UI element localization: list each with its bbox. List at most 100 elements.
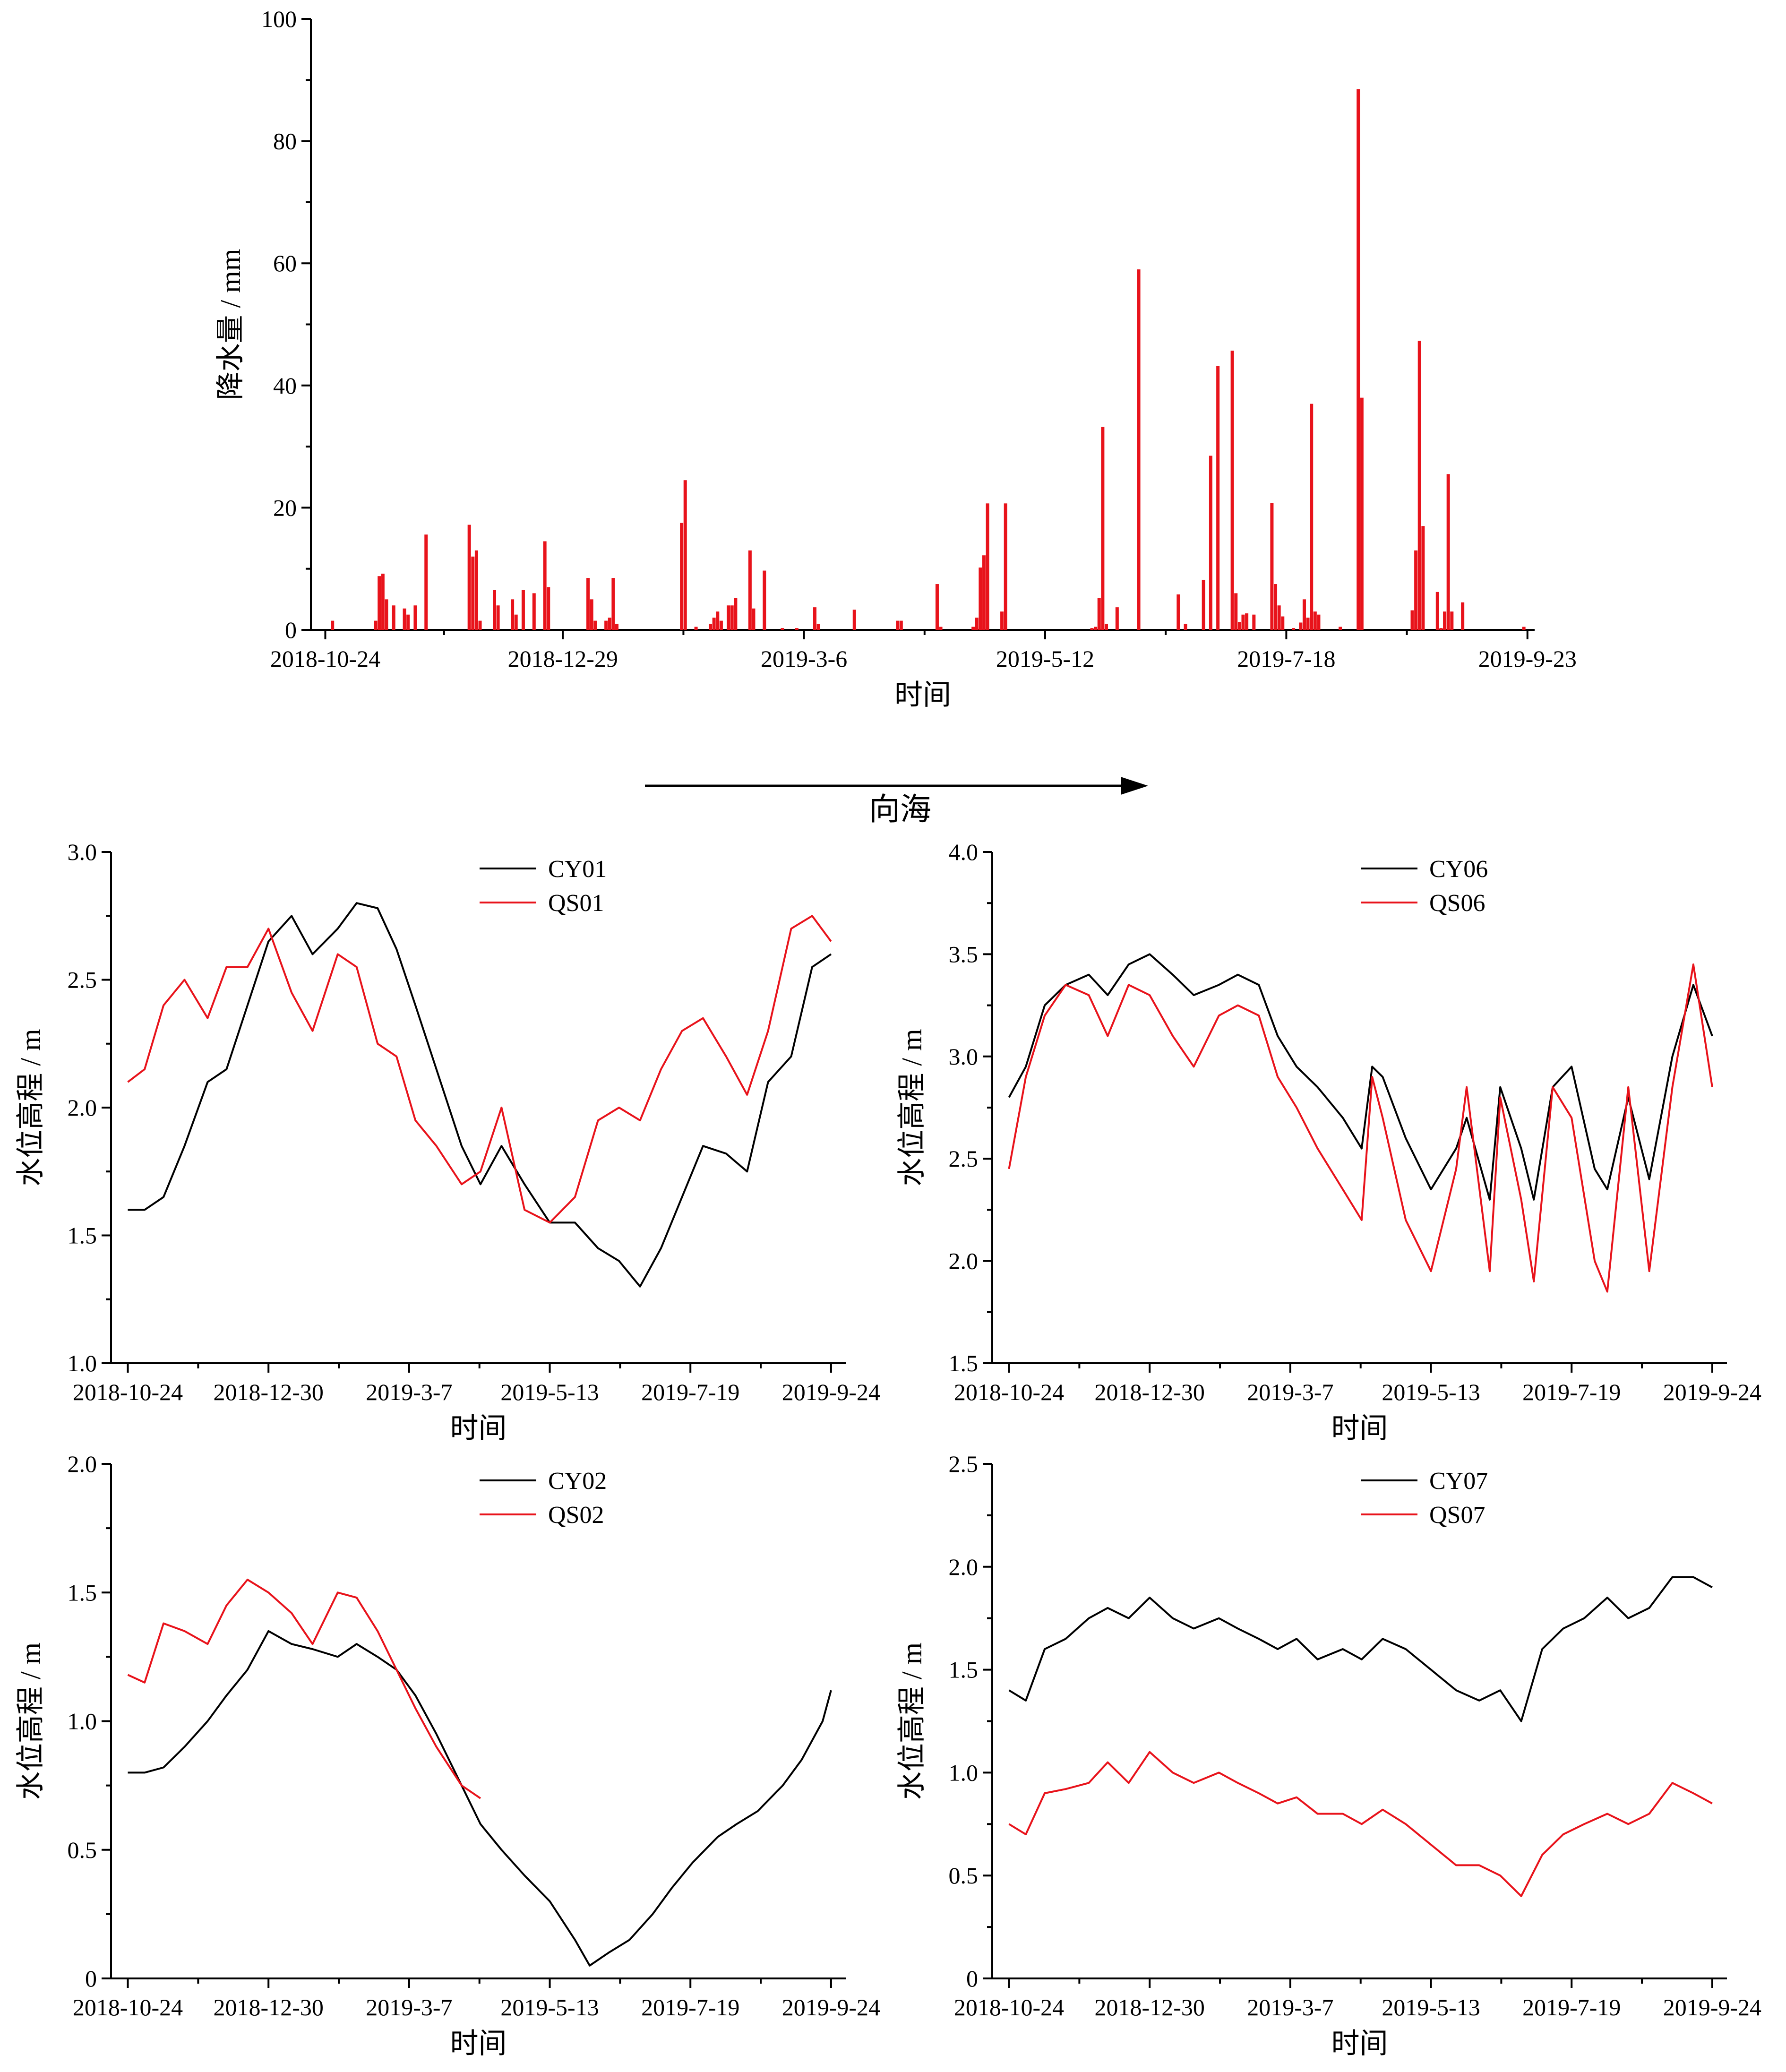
series-line-CY01 [128, 902, 832, 1288]
x-tick-label: 2018-12-30 [214, 1994, 324, 2020]
y-axis-title: 降水量 / mm [215, 249, 246, 400]
rain-bar [1101, 427, 1105, 630]
rain-bar [1277, 605, 1281, 630]
x-tick-label: 2019-9-24 [1663, 1379, 1761, 1405]
rain-bar [514, 614, 518, 630]
rain-bar [474, 550, 478, 630]
rain-bar [381, 574, 385, 630]
y-tick-label: 0.5 [949, 1862, 979, 1889]
rain-bar [1357, 89, 1360, 630]
y-tick-label: 40 [273, 372, 297, 399]
rain-bar [511, 599, 515, 630]
series-line-QS01 [127, 915, 832, 1224]
rain-bar [680, 523, 684, 630]
y-tick-label: 2.0 [68, 1094, 97, 1121]
y-tick-label: 1.5 [949, 1657, 979, 1683]
rain-bar [781, 628, 784, 630]
y-tick-label: 3.5 [949, 941, 979, 967]
y-tick-label: 0 [285, 617, 297, 643]
x-tick-label: 2019-5-13 [1382, 1994, 1480, 2020]
rain-bar [683, 480, 687, 630]
legend-label: QS02 [548, 1502, 604, 1529]
x-tick-label: 2019-9-24 [782, 1379, 880, 1405]
rain-bar [694, 627, 698, 630]
rain-bar [1209, 456, 1212, 630]
x-tick-label: 2019-5-13 [500, 1379, 599, 1405]
rain-bar [975, 618, 979, 630]
rain-bar [816, 624, 820, 630]
rain-bar [1176, 594, 1180, 630]
rain-bar [1230, 351, 1234, 630]
series-line-CY06 [1008, 953, 1713, 1201]
legend-label: CY07 [1429, 1468, 1488, 1495]
rain-bar [611, 578, 615, 630]
rain-bar [1274, 584, 1278, 630]
rain-bar [1004, 503, 1007, 630]
rain-bar [604, 620, 608, 630]
y-tick-label: 0 [966, 1965, 978, 1992]
y-tick-label: 100 [261, 6, 297, 32]
rain-bar [1105, 624, 1108, 630]
rain-bar [1202, 579, 1205, 630]
rain-bar [1317, 614, 1321, 630]
x-tick-label: 2018-10-24 [270, 645, 380, 672]
rain-bar [615, 624, 618, 630]
x-tick-label: 2019-5-13 [500, 1994, 599, 2020]
rain-bar [1339, 627, 1342, 630]
rain-bar [979, 567, 982, 630]
x-tick-label: 2019-7-19 [641, 1994, 739, 2020]
legend-label: CY06 [1429, 856, 1488, 883]
y-tick-label: 2.5 [949, 1451, 979, 1477]
rain-bar [1461, 602, 1465, 630]
rain-bar [1216, 366, 1220, 630]
x-tick-label: 2019-5-12 [996, 645, 1094, 672]
series-line-QS06 [1008, 963, 1713, 1293]
rain-bar [1270, 503, 1274, 630]
y-tick-label: 2.5 [68, 967, 97, 993]
sea-direction-arrow: 向海 [645, 777, 1148, 827]
y-tick-label: 2.5 [949, 1145, 979, 1172]
x-tick-label: 2019-9-23 [1478, 645, 1577, 672]
rain-bar [374, 620, 378, 630]
rain-bar [1306, 618, 1310, 630]
rain-bar [1310, 404, 1314, 630]
legend-label: CY01 [548, 856, 607, 883]
y-tick-label: 1.5 [68, 1222, 97, 1249]
x-tick-label: 2019-7-19 [1522, 1994, 1621, 2020]
chart-p1: 1.0 1.5 2.0 2.5 3.0 2018-10-24 2018-12-30 2019-… [15, 839, 880, 1444]
y-tick-label: 2.0 [949, 1554, 979, 1580]
rain-bar [982, 555, 986, 630]
rain-bar [730, 605, 734, 630]
rain-bar [1302, 599, 1306, 630]
rain-bar [1115, 607, 1119, 630]
rain-bar [471, 556, 475, 630]
y-tick-label: 4.0 [949, 839, 979, 865]
y-tick-label: 0.5 [68, 1837, 97, 1863]
rain-bar [1417, 341, 1421, 630]
y-axis-title: 水位高程 / m [896, 1642, 927, 1800]
rain-bar [727, 605, 730, 630]
rain-bar [1237, 622, 1241, 630]
rain-bar [1094, 627, 1098, 630]
rain-bar [1137, 269, 1141, 630]
x-axis-title: 时间 [450, 1413, 507, 1444]
x-tick-label: 2019-3-7 [366, 1994, 452, 2020]
x-tick-label: 2018-12-30 [214, 1379, 324, 1405]
rain-bar [1234, 593, 1238, 630]
rain-bar [896, 620, 900, 630]
y-tick-label: 1.0 [68, 1708, 97, 1735]
y-tick-label: 3.0 [949, 1043, 979, 1070]
arrow-label: 向海 [869, 792, 931, 827]
x-axis-title: 时间 [1331, 2028, 1388, 2059]
rain-bar [403, 608, 406, 630]
legend-label: QS06 [1429, 890, 1485, 917]
y-tick-label: 80 [273, 128, 297, 155]
rain-bar [763, 570, 766, 630]
x-tick-label: 2019-5-13 [1382, 1379, 1480, 1405]
series-line-CY02 [128, 1630, 832, 1967]
series-line-QS02 [127, 1579, 481, 1799]
rain-bar [813, 607, 816, 630]
rain-bar [1360, 397, 1364, 630]
x-tick-label: 2019-7-19 [1522, 1379, 1621, 1405]
